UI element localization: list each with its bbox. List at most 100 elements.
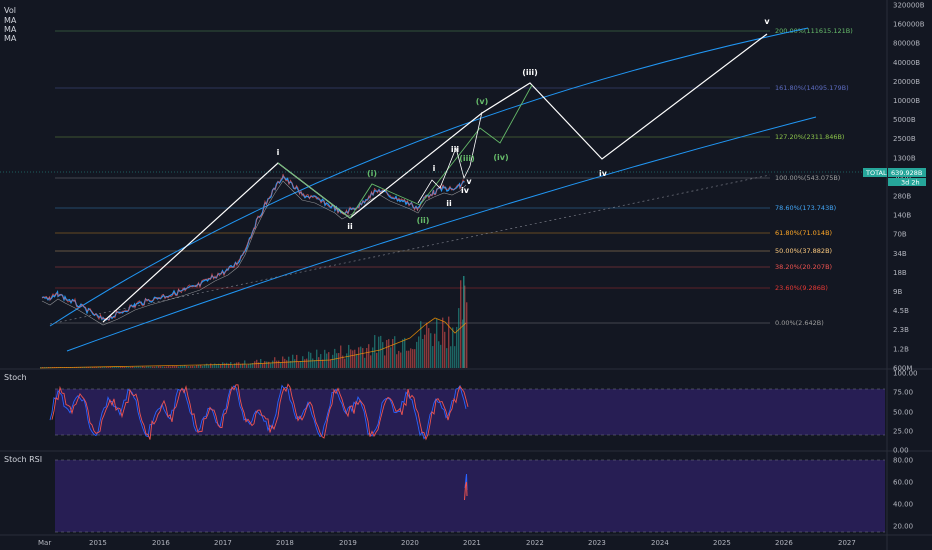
volume-bars — [39, 276, 468, 369]
volume-bar — [198, 364, 200, 368]
legend-ma-2[interactable]: MA — [4, 25, 17, 34]
volume-bar — [166, 366, 168, 368]
stoch-axis-tick: 50.00 — [893, 409, 913, 417]
volume-bar — [204, 364, 206, 368]
volume-bar — [430, 333, 432, 368]
volume-bar — [266, 361, 268, 368]
volume-bar — [188, 366, 190, 368]
time-axis-tick: 2019 — [339, 539, 357, 547]
volume-bar — [184, 365, 186, 368]
stoch-axis-labels: 100.00 75.00 50.00 25.00 0.00 — [893, 370, 918, 455]
stoch-rsi-panel-title[interactable]: Stoch RSI — [4, 455, 42, 464]
volume-bar — [194, 366, 196, 368]
volume-bar — [334, 348, 336, 368]
volume-bar — [380, 335, 382, 368]
volume-bar — [202, 365, 204, 368]
fib-level-label: 0.00%(2.642B) — [775, 319, 824, 327]
legend-vol[interactable]: Vol — [4, 6, 16, 15]
wave-label[interactable]: (ii) — [417, 216, 430, 225]
channel-lower-line[interactable] — [66, 116, 817, 352]
wave-label[interactable]: ii — [446, 199, 452, 208]
volume-bar — [186, 365, 188, 368]
volume-bar — [178, 366, 180, 368]
volume-bar — [394, 336, 396, 368]
volume-bar — [192, 365, 194, 368]
stoch-d-line[interactable] — [51, 383, 469, 441]
stoch-axis-tick: 75.00 — [893, 389, 913, 397]
wave-label[interactable]: v — [764, 17, 770, 26]
channel-upper-line[interactable] — [49, 27, 809, 327]
price-badge-value[interactable]: 639.928B — [891, 169, 922, 177]
wave-label[interactable]: v — [466, 177, 472, 186]
volume-bar — [130, 366, 132, 368]
wave-label[interactable]: iii — [451, 145, 459, 154]
volume-bar — [372, 347, 374, 368]
volume-bar — [310, 352, 312, 368]
wave-label[interactable]: iv — [461, 186, 470, 195]
volume-bar — [300, 361, 302, 368]
volume-bar — [156, 366, 158, 368]
volume-bar — [160, 366, 162, 368]
stoch-k-line[interactable] — [49, 384, 467, 440]
volume-bar — [228, 363, 230, 368]
wave-sub-path[interactable] — [277, 84, 533, 219]
stoch-panel-title[interactable]: Stoch — [4, 373, 27, 382]
price-badge-label-bg — [863, 168, 887, 177]
volume-bar — [452, 327, 454, 368]
wave-label[interactable]: (iv) — [493, 153, 508, 162]
fib-levels: 200.00%(111615.121B) 161.80%(14095.179B) 1… — [55, 27, 853, 327]
volume-bar — [96, 366, 98, 368]
wave-label[interactable]: (v) — [476, 97, 489, 106]
volume-bar — [330, 359, 332, 368]
wave-label[interactable]: iv — [599, 169, 608, 178]
volume-bar — [428, 328, 430, 368]
volume-bar — [92, 366, 94, 368]
volume-bar — [124, 366, 126, 368]
time-axis-tick: 2026 — [775, 539, 793, 547]
volume-bar — [354, 349, 356, 368]
price-axis-labels[interactable]: 320000B 160000B 80000B 40000B 20000B 10000B 50… — [893, 2, 925, 373]
volume-bar — [402, 339, 404, 368]
wave-minor-path[interactable] — [417, 111, 483, 204]
volume-bar — [232, 365, 234, 368]
legend-ma-1[interactable]: MA — [4, 16, 17, 25]
volume-bar — [388, 339, 390, 368]
wave-label[interactable]: i — [277, 148, 280, 157]
fib-level-label: 78.60%(173.743B) — [775, 204, 836, 212]
volume-bar — [420, 321, 422, 368]
time-axis-tick: 2017 — [214, 539, 232, 547]
volume-bar — [142, 366, 144, 368]
volume-bar — [100, 366, 102, 368]
volume-bar — [248, 363, 250, 368]
wave-label[interactable]: (iii) — [522, 68, 538, 77]
time-axis-labels[interactable]: Mar 2015 2016 2017 2018 2019 2020 2021 2022 2023 2… — [38, 539, 856, 547]
fib-level-label: 50.00%(37.882B) — [775, 247, 832, 255]
volume-bar — [326, 353, 328, 368]
volume-bar — [106, 366, 108, 368]
time-axis-tick: 2020 — [401, 539, 419, 547]
volume-bar — [190, 366, 192, 368]
volume-bar — [218, 363, 220, 368]
volume-bar — [230, 362, 232, 368]
wave-label[interactable]: (iii) — [459, 154, 475, 163]
volume-bar — [294, 359, 296, 368]
volume-bar — [312, 358, 314, 368]
wave-label[interactable]: ii — [347, 222, 353, 231]
fib-level-label: 127.20%(2311.846B) — [775, 133, 844, 141]
volume-bar — [102, 366, 104, 368]
volume-bar — [358, 347, 360, 368]
volume-bar — [116, 366, 118, 368]
volume-bar — [458, 308, 460, 368]
volume-bar — [366, 348, 368, 368]
volume-bar — [414, 349, 416, 368]
legend-ma-3[interactable]: MA — [4, 34, 17, 43]
volume-bar — [140, 366, 142, 368]
stoch-rsi-d-line[interactable] — [464, 481, 468, 501]
wave-label[interactable]: (i) — [367, 169, 377, 178]
wave-label[interactable]: i — [433, 164, 436, 173]
volume-bar — [254, 361, 256, 368]
moving-average-line — [41, 180, 467, 326]
volume-bar — [308, 351, 310, 368]
stoch-rsi-axis-tick: 40.00 — [893, 501, 913, 509]
